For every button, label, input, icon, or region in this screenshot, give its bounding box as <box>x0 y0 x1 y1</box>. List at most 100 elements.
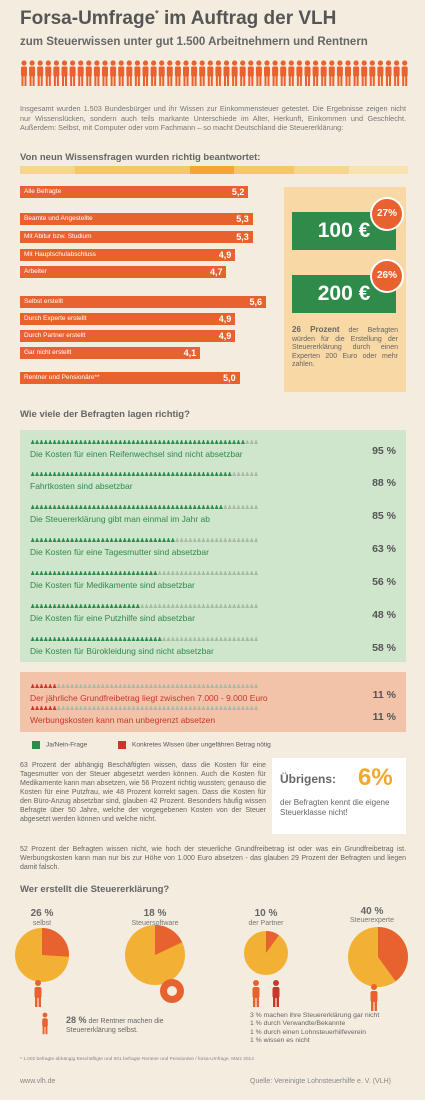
footer-url[interactable]: www.vlh.de <box>20 1078 56 1085</box>
person-icon <box>199 60 206 86</box>
section3-title: Wer erstellt die Steuererklärung? <box>20 884 170 895</box>
person-icon <box>255 60 262 86</box>
person-icon <box>223 60 230 86</box>
person-icon <box>174 60 181 86</box>
person-icon <box>183 60 189 86</box>
question-pct: 48 % <box>372 609 396 621</box>
question-row: ♟♟♟♟♟♟♟♟♟♟♟♟♟♟♟♟♟♟♟♟♟♟♟♟♟♟♟♟♟♟♟♟♟♟♟♟♟♟♟♟… <box>30 706 396 725</box>
person-icon <box>110 60 117 86</box>
legend-red-swatch <box>118 741 126 749</box>
question-text: Der jährliche Grundfreibetrag liegt zwis… <box>30 693 268 703</box>
bar-5: Selbst erstellt 5,6 <box>20 296 266 308</box>
pie-selbst-pct: 26 % <box>30 908 54 919</box>
pie-slice-der-Partner <box>266 931 279 953</box>
person-icon <box>336 60 343 86</box>
bar-label: Durch Partner erstellt <box>24 332 86 339</box>
people-dots-icon: ♟♟♟♟♟♟♟♟♟♟♟♟♟♟♟♟♟♟♟♟♟♟♟♟♟♟♟♟♟♟♟♟♟♟♟♟♟♟♟♟… <box>30 637 259 643</box>
person-icon <box>361 60 368 86</box>
question-pct: 95 % <box>372 445 396 457</box>
bar-0: Alle Befragte 5,2 <box>20 186 249 198</box>
bar-value: 5,3 <box>236 214 249 224</box>
person-icon <box>215 60 222 86</box>
badge-27-percent: 27% <box>370 197 404 231</box>
legend-green: Ja/Nein-Frage <box>32 741 87 749</box>
question-text: Die Kosten für Medikamente sind absetzba… <box>30 580 195 590</box>
person-icon <box>134 60 141 86</box>
yes-no-panel <box>20 430 406 662</box>
people-dots-icon: ♟♟♟♟♟♟♟♟♟♟♟♟♟♟♟♟♟♟♟♟♟♟♟♟♟♟♟♟♟♟♟♟♟♟♟♟♟♟♟♟… <box>30 440 259 446</box>
pie-slice-selbst <box>42 928 69 957</box>
bar-label: Mit Abitur bzw. Studium <box>24 233 92 240</box>
pie-experte-label: Steuerexperte <box>350 917 394 924</box>
legend-red: Konkretes Wissen über ungefähren Betrag … <box>118 741 271 749</box>
bar-9: Rentner und Pensionäre** 5,0 <box>20 372 240 384</box>
question-text: Werbungskosten kann man unbegrenzt abset… <box>30 715 216 725</box>
badge-26-percent: 26% <box>370 259 404 293</box>
bar-3: Mit Hauptschulabschluss 4,9 <box>20 249 236 261</box>
page-subtitle: zum Steuerwissen unter gut 1.500 Arbeitn… <box>20 36 368 48</box>
person-icon <box>231 60 238 86</box>
question-row: ♟♟♟♟♟♟♟♟♟♟♟♟♟♟♟♟♟♟♟♟♟♟♟♟♟♟♟♟♟♟♟♟♟♟♟♟♟♟♟♟… <box>30 637 396 656</box>
bar-label: Selbst erstellt <box>24 298 64 305</box>
people-dots-icon: ♟♟♟♟♟♟♟♟♟♟♟♟♟♟♟♟♟♟♟♟♟♟♟♟♟♟♟♟♟♟♟♟♟♟♟♟♟♟♟♟… <box>30 505 259 511</box>
question-pct: 56 % <box>372 576 396 588</box>
person-icon <box>53 60 60 86</box>
question-text: Die Kosten für Bürokleidung sind nicht a… <box>30 646 214 656</box>
question-row: ♟♟♟♟♟♟♟♟♟♟♟♟♟♟♟♟♟♟♟♟♟♟♟♟♟♟♟♟♟♟♟♟♟♟♟♟♟♟♟♟… <box>30 472 396 491</box>
legend-green-swatch <box>32 741 40 749</box>
question-row: ♟♟♟♟♟♟♟♟♟♟♟♟♟♟♟♟♟♟♟♟♟♟♟♟♟♟♟♟♟♟♟♟♟♟♟♟♟♟♟♟… <box>30 440 396 459</box>
uebrigens-text: der Befragten kennt die eigene Steuerkla… <box>280 798 390 817</box>
people-dots-icon: ♟♟♟♟♟♟♟♟♟♟♟♟♟♟♟♟♟♟♟♟♟♟♟♟♟♟♟♟♟♟♟♟♟♟♟♟♟♟♟♟… <box>30 538 259 544</box>
person-icon <box>29 60 36 86</box>
paragraph-1: 63 Prozent der abhängig Beschäftigten wi… <box>20 762 266 823</box>
section1-title: Von neun Wissensfragen wurden richtig be… <box>20 152 261 163</box>
intro-text: Insgesamt wurden 1.503 Bundesbürger und … <box>20 104 406 133</box>
person-icon <box>345 60 351 86</box>
person-icon <box>312 60 319 86</box>
bar-label: Gar nicht erstellt <box>24 349 72 356</box>
bar-label: Arbeiter <box>24 268 47 275</box>
bar-1: Beamte und Angestellte 5,3 <box>20 213 253 225</box>
person-icon <box>328 60 335 86</box>
pie-slice-Steuersoftware <box>155 925 183 955</box>
question-row: ♟♟♟♟♟♟♟♟♟♟♟♟♟♟♟♟♟♟♟♟♟♟♟♟♟♟♟♟♟♟♟♟♟♟♟♟♟♟♟♟… <box>30 604 396 623</box>
knowledge-bar-chart: Alle Befragte 5,2 Beamte und Angestellte 5,… <box>20 186 270 386</box>
person-icon <box>102 60 108 86</box>
person-icon <box>247 60 254 86</box>
person-icon <box>77 60 84 86</box>
question-pct: 11 % <box>372 711 396 723</box>
person-icon <box>370 984 378 1011</box>
person-icon <box>377 60 384 86</box>
people-row-icon <box>21 60 408 86</box>
person-icon <box>85 60 92 86</box>
person-icon <box>45 60 52 86</box>
bar-value: 4,9 <box>218 331 232 341</box>
people-dots-icon: ♟♟♟♟♟♟♟♟♟♟♟♟♟♟♟♟♟♟♟♟♟♟♟♟♟♟♟♟♟♟♟♟♟♟♟♟♟♟♟♟… <box>30 706 259 712</box>
person-icon <box>320 60 327 86</box>
question-pct: 85 % <box>372 510 396 522</box>
bar-8: Gar nicht erstellt 4,1 <box>20 347 201 359</box>
decorative-stripe <box>20 166 408 174</box>
person-icon <box>296 60 303 86</box>
person-icon <box>393 60 400 86</box>
rentner-text: 28 % der Rentner machen die Steuererklär… <box>66 1015 164 1035</box>
other-notes: 3 % machen ihre Steuererklärung gar nich… <box>250 1012 380 1045</box>
person-icon <box>21 60 27 86</box>
bar-2: Mit Abitur bzw. Studium 5,3 <box>20 231 253 243</box>
pie-slice-Steuerexperte <box>378 927 408 982</box>
person-icon <box>126 60 133 86</box>
person-icon <box>239 60 246 86</box>
question-row: ♟♟♟♟♟♟♟♟♟♟♟♟♟♟♟♟♟♟♟♟♟♟♟♟♟♟♟♟♟♟♟♟♟♟♟♟♟♟♟♟… <box>30 571 396 590</box>
person-icon <box>158 60 165 86</box>
person-icon <box>150 60 157 86</box>
bar-label: Mit Hauptschulabschluss <box>24 251 96 258</box>
people-dots-icon: ♟♟♟♟♟♟♟♟♟♟♟♟♟♟♟♟♟♟♟♟♟♟♟♟♟♟♟♟♟♟♟♟♟♟♟♟♟♟♟♟… <box>30 472 259 478</box>
pie-selbst-label: selbst <box>32 920 52 927</box>
footnote: * 1.002 befragte abhängig Beschäftigte u… <box>20 1057 254 1062</box>
question-pct: 58 % <box>372 642 396 654</box>
uebrigens-title: Übrigens: <box>280 772 337 786</box>
pie-software-pct: 18 % <box>143 908 167 919</box>
question-pct: 11 % <box>372 689 396 701</box>
person-icon <box>369 60 376 86</box>
person-icon <box>37 60 44 86</box>
